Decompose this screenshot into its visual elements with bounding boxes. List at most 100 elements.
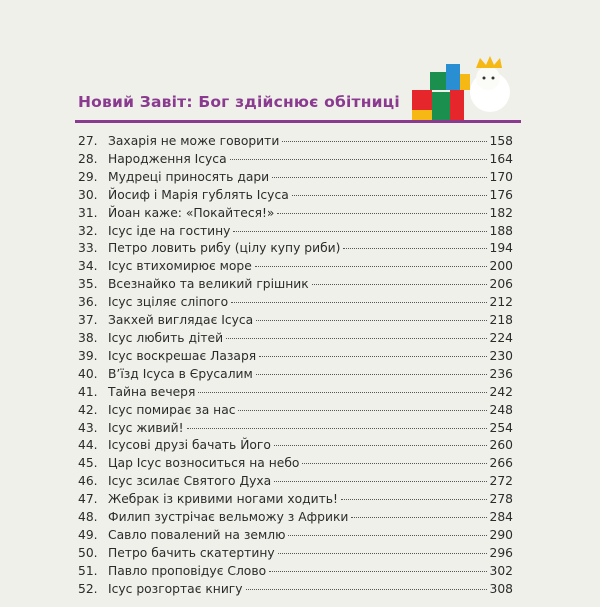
- entry-title: Ісус воскрешає Лазаря: [108, 348, 257, 363]
- entry-page: 272: [489, 474, 513, 489]
- entry-number: 31.: [78, 205, 98, 220]
- toc-entry: 42. Ісус помирає за нас 248: [78, 403, 513, 421]
- entry-title: Савло повалений на землю: [108, 527, 286, 542]
- entry-number: 50.: [78, 545, 98, 560]
- leader-dots: [272, 176, 487, 178]
- entry-title: Народження Ісуса: [108, 151, 227, 166]
- entry-page: 170: [489, 169, 513, 184]
- leader-dots: [273, 445, 487, 447]
- entry-title: Всезнайко та великий грішник: [108, 277, 309, 292]
- entry-page: 176: [489, 187, 513, 202]
- leader-dots: [186, 427, 487, 429]
- entry-page: 158: [489, 134, 513, 148]
- section-title: Новий Завіт: Бог здійснює обітниці: [78, 93, 400, 111]
- leader-dots: [254, 266, 487, 268]
- entry-number: 39.: [78, 348, 98, 363]
- entry-page: 302: [489, 563, 513, 578]
- entry-page: 236: [489, 366, 513, 381]
- leader-dots: [288, 534, 487, 536]
- entry-page: 188: [489, 223, 513, 238]
- entry-number: 52.: [78, 581, 98, 596]
- leader-dots: [277, 212, 487, 214]
- entry-page: 218: [489, 313, 513, 328]
- entry-title: Йоан каже: «Покайтеся!»: [108, 205, 275, 220]
- toc-entry: 51. Павло проповідує Слово 302: [78, 564, 513, 582]
- entry-title: Ісус розгортає книгу: [108, 581, 243, 596]
- leader-dots: [343, 248, 487, 250]
- entry-number: 47.: [78, 492, 98, 507]
- entry-number: 27.: [78, 134, 98, 148]
- entry-page: 164: [489, 151, 513, 166]
- entry-number: 41.: [78, 384, 98, 399]
- entry-number: 28.: [78, 151, 98, 166]
- toc-entry: 30. Йосиф і Марія гублять Ісуса 176: [78, 188, 513, 206]
- leader-dots: [198, 391, 487, 393]
- entry-page: 212: [489, 295, 513, 310]
- entry-page: 224: [489, 330, 513, 345]
- entry-number: 30.: [78, 187, 98, 202]
- entry-title: Ісус іде на гостину: [108, 223, 231, 238]
- entry-page: 284: [489, 510, 513, 525]
- toc-entry: 28. Народження Ісуса 164: [78, 152, 513, 170]
- leader-dots: [259, 355, 487, 357]
- leader-dots: [229, 158, 487, 160]
- entry-page: 242: [489, 384, 513, 399]
- toc-entry: 27. Захарія не може говорити 158: [78, 134, 513, 152]
- entry-title: Тайна вечеря: [108, 384, 196, 399]
- entry-title: Петро ловить рибу (цілу купу риби): [108, 241, 341, 256]
- toc-entry: 52. Ісус розгортає книгу 308: [78, 582, 513, 600]
- toc-entry: 45. Цар Ісус возноситься на небо 266: [78, 456, 513, 474]
- leader-dots: [282, 141, 487, 142]
- title-rule: [75, 120, 521, 123]
- leader-dots: [238, 409, 487, 411]
- entry-number: 35.: [78, 277, 98, 292]
- entry-title: Петро бачить скатертину: [108, 545, 275, 560]
- toc-entry: 48. Филип зустрічає вельможу з Африки 284: [78, 510, 513, 528]
- entry-number: 29.: [78, 169, 98, 184]
- entry-page: 296: [489, 545, 513, 560]
- entry-page: 230: [489, 348, 513, 363]
- entry-title: Йосиф і Марія гублять Ісуса: [108, 187, 289, 202]
- entry-number: 46.: [78, 474, 98, 489]
- entry-page: 248: [489, 402, 513, 417]
- entry-number: 48.: [78, 510, 98, 525]
- toc-entry: 43. Ісус живий! 254: [78, 421, 513, 439]
- entry-number: 45.: [78, 456, 98, 471]
- entry-title: Мудреці приносять дари: [108, 169, 270, 184]
- entry-title: Цар Ісус возноситься на небо: [108, 456, 300, 471]
- entry-number: 43.: [78, 420, 98, 435]
- toc-entry: 50. Петро бачить скатертину 296: [78, 546, 513, 564]
- entry-title: Закхей виглядає Ісуса: [108, 313, 254, 328]
- entry-title: Ісус зсилає Святого Духа: [108, 474, 272, 489]
- leader-dots: [233, 230, 487, 232]
- entry-page: 194: [489, 241, 513, 256]
- toc-entry: 36. Ісус зціляє сліпого 212: [78, 295, 513, 313]
- entry-title: Ісус живий!: [108, 420, 184, 435]
- toc-entry: 31. Йоан каже: «Покайтеся!» 182: [78, 206, 513, 224]
- toc-entry: 34. Ісус втихомирює море 200: [78, 259, 513, 277]
- entry-number: 33.: [78, 241, 98, 256]
- entry-title: Жебрак із кривими ногами ходить!: [108, 492, 338, 507]
- toc-entry: 47. Жебрак із кривими ногами ходить! 278: [78, 492, 513, 510]
- entry-page: 266: [489, 456, 513, 471]
- entry-title: Филип зустрічає вельможу з Африки: [108, 510, 349, 525]
- leader-dots: [256, 320, 487, 322]
- entry-number: 37.: [78, 313, 98, 328]
- entry-title: Ісусові друзі бачать Його: [108, 438, 271, 453]
- entry-number: 42.: [78, 402, 98, 417]
- toc-list: 27. Захарія не може говорити 158 28. Народже…: [78, 134, 513, 600]
- leader-dots: [351, 517, 487, 519]
- toc-entry: 35. Всезнайко та великий грішник 206: [78, 277, 513, 295]
- entry-title: Ісус зціляє сліпого: [108, 295, 229, 310]
- toc-entry: 46. Ісус зсилає Святого Духа 272: [78, 474, 513, 492]
- illustration: [412, 56, 510, 122]
- leader-dots: [274, 481, 487, 483]
- leader-dots: [255, 373, 487, 375]
- leader-dots: [302, 463, 487, 465]
- entry-page: 182: [489, 205, 513, 220]
- entry-page: 260: [489, 438, 513, 453]
- leader-dots: [245, 588, 487, 590]
- toc-entry: 49. Савло повалений на землю 290: [78, 528, 513, 546]
- toc-entry: 44. Ісусові друзі бачать Його 260: [78, 438, 513, 456]
